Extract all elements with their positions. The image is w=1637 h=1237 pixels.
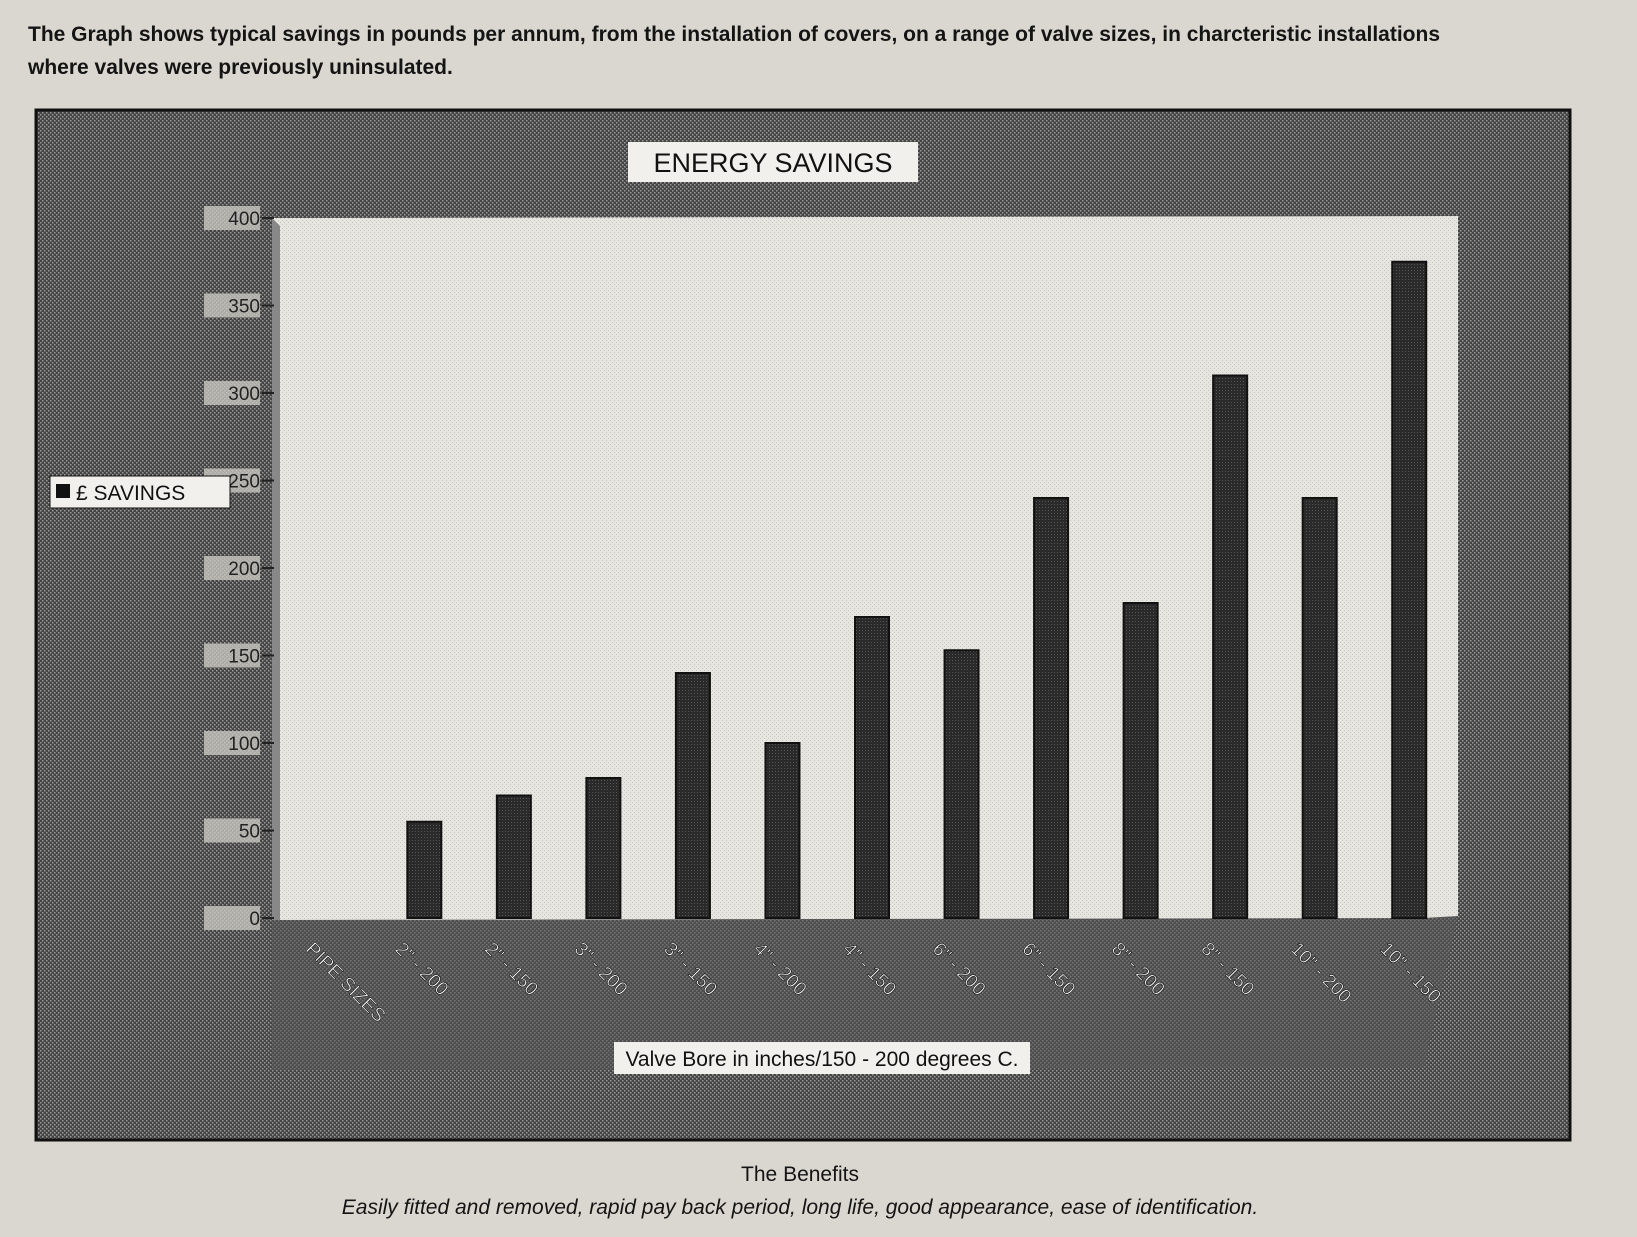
y-tick-label: 100: [228, 734, 260, 755]
y-tick-bg: [204, 556, 260, 580]
y-tick-bg: [204, 818, 260, 843]
x-axis-label: Valve Bore in inches/150 - 200 degrees C…: [625, 1048, 1018, 1071]
y-tick-label: 0: [249, 909, 260, 930]
bar: [1033, 497, 1070, 919]
description-line-1: The Graph shows typical savings in pound…: [28, 23, 1441, 46]
chart-description: The Graph shows typical savings in pound…: [28, 18, 1568, 84]
y-tick-label: 50: [239, 822, 260, 843]
y-tick-label: 250: [228, 472, 260, 493]
bar: [585, 777, 622, 919]
bar: [1391, 260, 1428, 919]
bar: [406, 820, 443, 919]
chart-floor: [272, 916, 1458, 1070]
y-tick-label: 300: [228, 384, 260, 405]
y-tick-label: 400: [228, 209, 260, 230]
y-tick-bg: [204, 293, 260, 318]
y-axis-ticks: 0 50 100 150 200 250 300 350 400: [204, 206, 274, 930]
title-box: [628, 142, 918, 182]
description-line-2: where valves were previously uninsulated…: [28, 56, 453, 79]
benefits-heading: The Benefits: [741, 1163, 859, 1186]
legend-label: £ SAVINGS: [76, 482, 185, 505]
energy-savings-chart: 0 50 100 150 200 250 300 350 400 PIPE SIZES 2" - …: [34, 108, 1574, 1144]
bar: [495, 794, 532, 919]
bar: [674, 672, 711, 919]
plot-area: [272, 216, 1458, 920]
bars: [406, 260, 1428, 919]
legend-swatch: [56, 484, 70, 498]
y-tick-label: 150: [228, 647, 260, 668]
xlabel-box: [614, 1042, 1030, 1074]
y-tick-bg: [204, 731, 260, 755]
y-tick-bg: [204, 906, 260, 930]
y-tick-label: 200: [228, 559, 260, 580]
bar: [943, 649, 980, 919]
y-tick-label: 350: [228, 297, 260, 318]
bar: [1301, 497, 1338, 919]
bar: [764, 742, 801, 919]
y-tick-bg: [204, 381, 260, 405]
chart-title: ENERGY SAVINGS: [653, 148, 892, 178]
legend-box: [49, 475, 231, 509]
bar: [1212, 374, 1249, 919]
y-tick-bg: [204, 206, 260, 230]
bar: [1122, 602, 1159, 919]
bar: [854, 616, 890, 919]
benefits-text: Easily fitted and removed, rapid pay bac…: [341, 1196, 1259, 1219]
y-tick-bg: [204, 643, 260, 668]
